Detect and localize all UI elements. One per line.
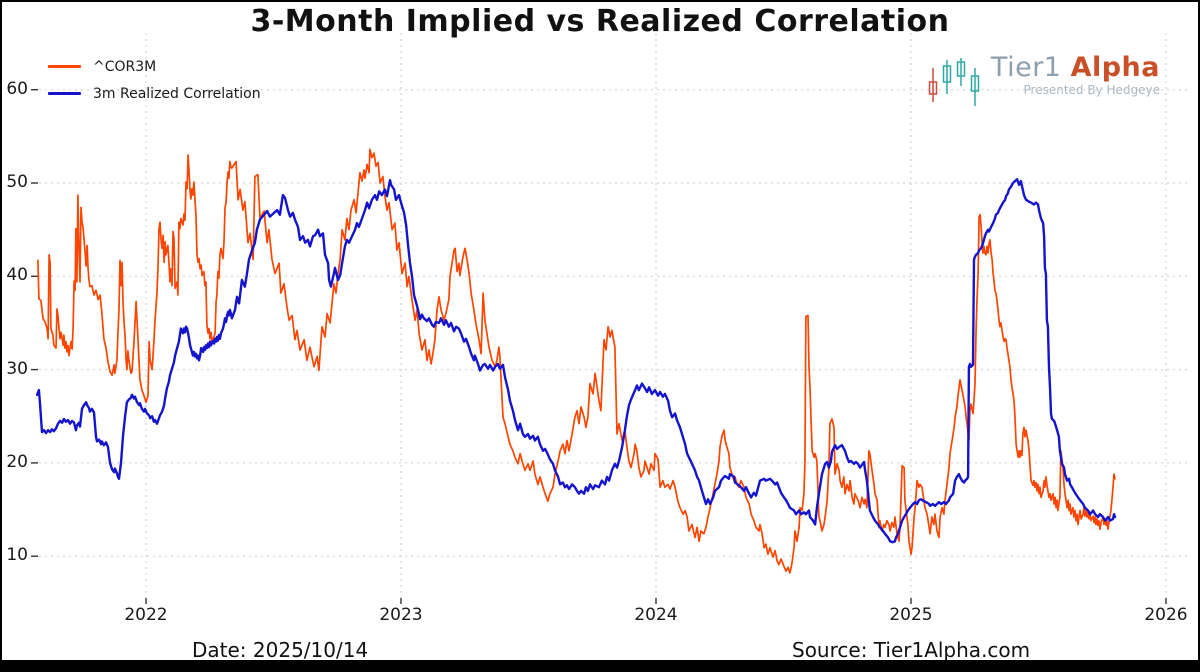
series-line-0 (37, 148, 1116, 574)
logo-text: Tier1 Alpha Presented By Hedgeye (991, 54, 1161, 98)
logo-name-tier1: Tier1 (990, 52, 1062, 83)
logo-name: Tier1 Alpha (991, 54, 1160, 82)
legend-item-realized: 3m Realized Correlation (48, 80, 261, 107)
candlestick-icon (928, 58, 980, 106)
tier1-alpha-logo: Tier1 Alpha Presented By Hedgeye (927, 54, 1160, 110)
legend-swatch-blue (48, 92, 81, 95)
logo-name-alpha: Alpha (1070, 52, 1160, 83)
logo-tagline: Presented By Hedgeye (1023, 83, 1161, 97)
date-label: Date: 2025/10/14 (192, 638, 369, 662)
legend-item-cor3m: ^COR3M (48, 53, 261, 80)
legend-label: ^COR3M (93, 58, 157, 75)
legend-swatch-orange (48, 65, 81, 68)
legend: ^COR3M 3m Realized Correlation (48, 53, 261, 107)
bottom-bar (2, 660, 1198, 670)
chart-title: 3-Month Implied vs Realized Correlation (250, 4, 950, 39)
series-line-1 (35, 178, 1117, 544)
source-label: Source: Tier1Alpha.com (792, 638, 1031, 662)
legend-label: 3m Realized Correlation (93, 85, 261, 102)
